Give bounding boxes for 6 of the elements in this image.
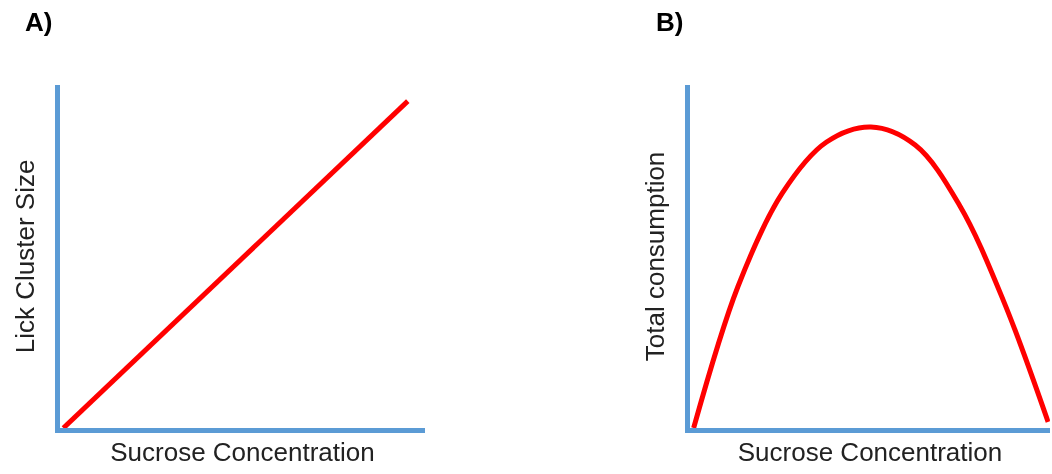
y-axis-title: Total consumption: [640, 151, 671, 362]
x-axis-title: Sucrose Concentration: [737, 436, 1003, 467]
x-axis-title: Sucrose Concentration: [110, 436, 375, 467]
y-axis-title: Lick Cluster Size: [10, 159, 41, 354]
chart-title: A): [25, 7, 53, 37]
chart-title: B): [656, 7, 684, 37]
